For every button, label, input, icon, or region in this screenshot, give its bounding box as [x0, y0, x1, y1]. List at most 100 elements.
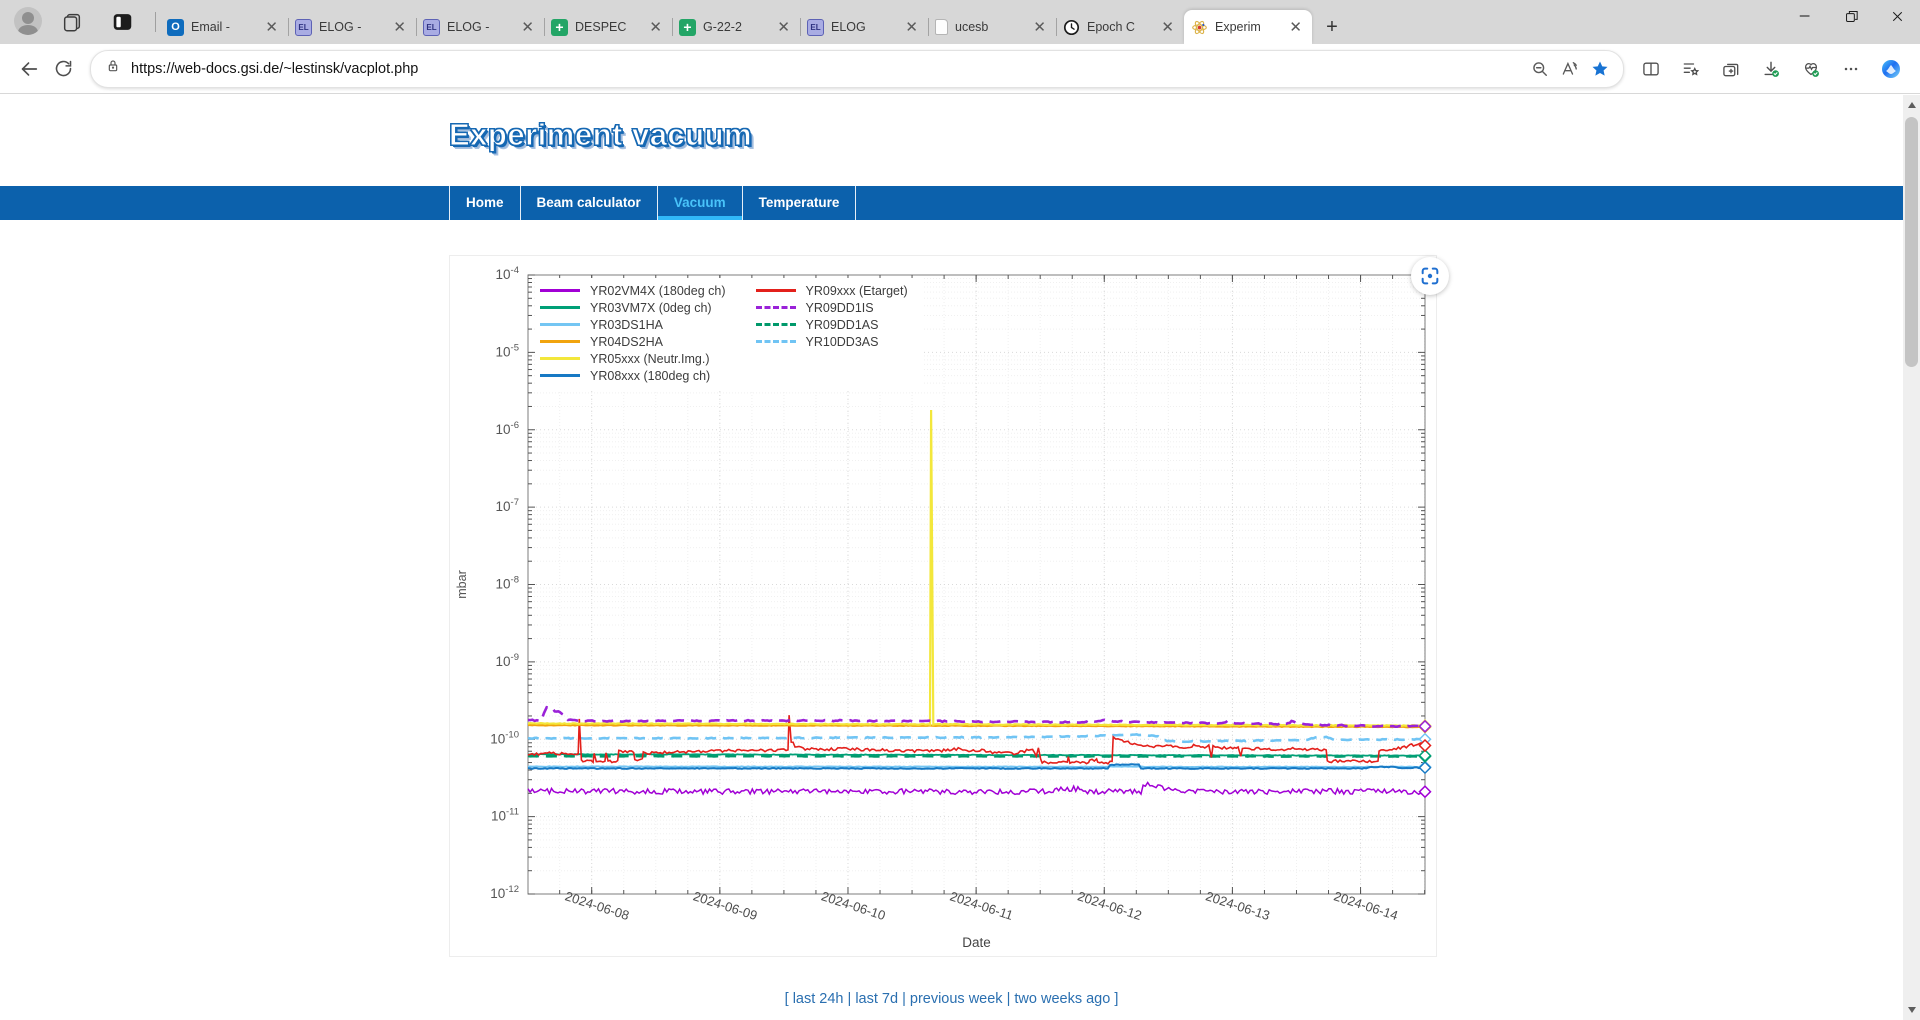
copilot-icon[interactable] [1874, 52, 1908, 86]
tab-title: G-22-2 [703, 20, 742, 34]
browser-tab-7[interactable]: ucesb ✕ [928, 10, 1056, 44]
spreadsheet-icon: + [551, 18, 568, 36]
close-tab-icon[interactable]: ✕ [905, 18, 918, 36]
footer-link-last-24h[interactable]: last 24h [792, 991, 844, 1007]
browser-tab-6[interactable]: EL ELOG ✕ [800, 10, 928, 44]
tab-title: Experim [1215, 20, 1261, 34]
legend-swatch [540, 306, 580, 309]
browser-essentials-icon[interactable] [1794, 52, 1828, 86]
restore-button[interactable] [1828, 0, 1874, 32]
legend-swatch [755, 289, 796, 292]
settings-ellipsis-icon[interactable] [1834, 52, 1868, 86]
refresh-icon[interactable] [46, 52, 80, 86]
legend-swatch [540, 289, 580, 292]
scroll-down-icon[interactable] [1903, 1002, 1920, 1018]
new-tab-button[interactable]: + [1326, 15, 1338, 38]
zoom-out-icon[interactable] [1525, 54, 1555, 84]
close-tab-icon[interactable]: ✕ [649, 18, 662, 36]
nav-item-temperature[interactable]: Temperature [743, 186, 857, 220]
y-tick-label: 10-9 [496, 652, 519, 669]
address-bar[interactable]: https://web-docs.gsi.de/~lestinsk/vacplo… [90, 49, 1624, 88]
footer-link-last-7d[interactable]: last 7d [855, 991, 899, 1007]
legend-item: YR02VM4X (180deg ch) [540, 282, 726, 299]
elog-icon: EL [423, 18, 440, 36]
footer-link-two-weeks-ago[interactable]: two weeks ago [1014, 991, 1111, 1007]
series-YR02VM4X-180deg-ch- [527, 781, 1426, 796]
collections-icon[interactable] [1714, 52, 1748, 86]
browser-tab-8[interactable]: Epoch C ✕ [1056, 10, 1184, 44]
series-YR04DS2HA [527, 723, 1426, 729]
favorites-icon[interactable] [1674, 52, 1708, 86]
chart-card: 10-4 10-5 10-6 10-7 10-8 10-9 10-10 10-11 10-12 2… [449, 255, 1449, 957]
profile-avatar[interactable] [14, 7, 42, 35]
tab-title: DESPEC [575, 20, 627, 34]
nav-item-home[interactable]: Home [449, 186, 521, 220]
legend-swatch [540, 323, 580, 326]
read-aloud-icon[interactable] [1555, 54, 1585, 84]
favorite-star-icon[interactable] [1585, 54, 1615, 84]
browser-tab-5[interactable]: + G-22-2 ✕ [672, 10, 800, 44]
browser-toolbar: https://web-docs.gsi.de/~lestinsk/vacplo… [0, 44, 1920, 94]
browser-tab-2[interactable]: EL ELOG - ✕ [288, 10, 416, 44]
clock-icon [1063, 19, 1080, 36]
close-tab-icon[interactable]: ✕ [1289, 18, 1302, 36]
legend-item: YR09DD1IS [755, 299, 908, 316]
nav-item-vacuum[interactable]: Vacuum [658, 186, 743, 220]
close-tab-icon[interactable]: ✕ [265, 18, 278, 36]
tab-strip: O Email - ✕ EL ELOG - ✕ EL ELOG - ✕ + DESPEC ✕ + G-22… [0, 0, 1920, 44]
workspaces-icon[interactable] [58, 8, 86, 36]
browser-tab-9[interactable]: Experim ✕ [1184, 10, 1312, 44]
series-end-marker [1418, 761, 1432, 775]
close-tab-icon[interactable]: ✕ [1161, 18, 1174, 36]
url-text[interactable]: https://web-docs.gsi.de/~lestinsk/vacplo… [131, 60, 419, 77]
chart-legend: YR02VM4X (180deg ch) YR03VM7X (0deg ch) YR… [536, 278, 922, 390]
close-tab-icon[interactable]: ✕ [777, 18, 790, 36]
tab-title: Email - [191, 20, 230, 34]
series-YR03VM7X-0deg-ch- [527, 753, 1426, 757]
visual-search-icon[interactable] [1411, 257, 1449, 295]
tab-list: O Email - ✕ EL ELOG - ✕ EL ELOG - ✕ + DESPEC ✕ + G-22… [160, 8, 1346, 44]
close-tab-icon[interactable]: ✕ [1033, 18, 1046, 36]
page-title: Experiment vacuum [448, 117, 753, 153]
legend-column-1: YR02VM4X (180deg ch) YR03VM7X (0deg ch) YR… [540, 282, 726, 384]
browser-tab-4[interactable]: + DESPEC ✕ [544, 10, 672, 44]
range-links: [ last 24h | last 7d | previous week | t… [784, 991, 1119, 1007]
tab-strip-divider [155, 12, 156, 32]
scroll-up-icon[interactable] [1903, 97, 1920, 113]
legend-item: YR09xxx (Etarget) [755, 282, 908, 299]
elog-icon: EL [295, 18, 312, 36]
browser-tab-3[interactable]: EL ELOG - ✕ [416, 10, 544, 44]
legend-swatch [755, 323, 796, 326]
vertical-tabs-icon[interactable] [108, 8, 136, 36]
legend-label: YR10DD3AS [805, 334, 879, 349]
toolbar-actions [1634, 52, 1908, 86]
y-tick-label: 10-8 [496, 575, 519, 592]
nav-item-beam-calculator[interactable]: Beam calculator [521, 186, 658, 220]
legend-label: YR03VM7X (0deg ch) [590, 300, 712, 315]
y-tick-label: 10-7 [496, 497, 519, 514]
legend-label: YR08xxx (180deg ch) [590, 368, 711, 383]
series-end-marker [1418, 785, 1432, 799]
minimize-button[interactable] [1782, 0, 1828, 32]
page-scrollbar[interactable] [1903, 95, 1920, 1020]
legend-label: YR09DD1IS [805, 300, 874, 315]
lock-icon[interactable] [105, 58, 121, 79]
tab-title: ELOG - [447, 20, 490, 34]
legend-item: YR10DD3AS [755, 333, 908, 350]
legend-column-2: YR09xxx (Etarget) YR09DD1IS YR09DD1AS YR10D… [755, 282, 908, 384]
outlook-icon: O [167, 18, 184, 36]
tab-title: ELOG [831, 20, 866, 34]
series-YR09xxx-Etarget- [527, 715, 1426, 765]
close-window-button[interactable] [1874, 0, 1920, 32]
footer-link-previous-week[interactable]: previous week [909, 991, 1003, 1007]
back-icon[interactable] [12, 52, 46, 86]
close-tab-icon[interactable]: ✕ [521, 18, 534, 36]
downloads-icon[interactable] [1754, 52, 1788, 86]
close-tab-icon[interactable]: ✕ [393, 18, 406, 36]
scrollbar-thumb[interactable] [1905, 117, 1918, 367]
browser-tab-1[interactable]: O Email - ✕ [160, 10, 288, 44]
y-tick-label: 10-10 [490, 729, 519, 746]
split-screen-icon[interactable] [1634, 52, 1668, 86]
